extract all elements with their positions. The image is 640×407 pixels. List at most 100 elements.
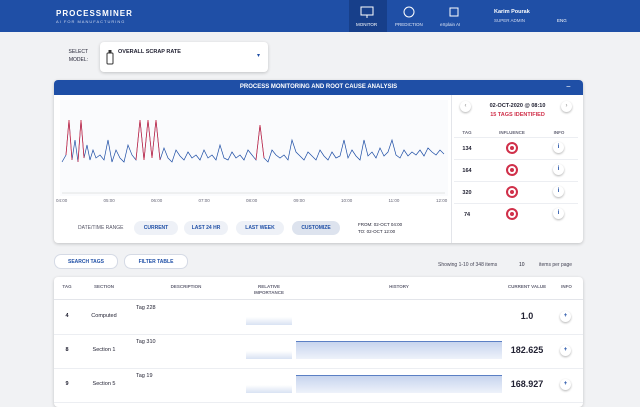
info-button[interactable]: + (560, 311, 571, 322)
row-line (454, 159, 578, 160)
monitor-panel: PROCESS MONITORING AND ROOT CAUSE ANALYS… (54, 80, 583, 243)
column-header: HISTORY (389, 284, 409, 289)
x-tick-label: 06:00 (151, 198, 163, 203)
nav-item[interactable]: PREDICTION (395, 22, 423, 27)
tag-id: 74 (463, 212, 471, 218)
influence-icon (506, 208, 518, 220)
tag-id: 320 (462, 190, 472, 196)
top-bar: PROCESSMINER AI FOR MANUFACTURING MONITO… (0, 0, 640, 32)
nav-icons (360, 6, 374, 18)
row-line (54, 368, 583, 369)
info-button[interactable]: i (553, 164, 564, 175)
x-tick-label: 05:00 (103, 198, 115, 203)
history-spark (296, 341, 502, 359)
table-cell: Tag 19 (136, 373, 153, 379)
info-button[interactable]: i (553, 142, 564, 153)
table-cell: Computed (91, 313, 117, 319)
tags-table: TAG SECTION DESCRIPTION RELATIVE IMPORTANCE… (54, 277, 583, 407)
x-tick-label: 08:00 (246, 198, 258, 203)
collapse[interactable]: − (566, 82, 571, 91)
nav-icons (449, 7, 459, 17)
per-page-label: items per page (539, 262, 573, 268)
showing: Showing 1-10 of 348 items (438, 262, 498, 268)
nav-item[interactable]: MONITOR (356, 22, 378, 27)
current-value: 1.0 (520, 311, 534, 321)
info-button[interactable]: + (560, 345, 571, 356)
prev-button[interactable]: ‹ (460, 101, 471, 112)
select-label: SELECT MODEL: (68, 49, 88, 63)
importance-spark (246, 373, 292, 393)
timestamp: 02-OCT-2020 @ 08:10 (489, 103, 546, 109)
x-tick-label: 09:00 (293, 198, 305, 203)
range-button[interactable]: LAST 24 HR (184, 221, 228, 235)
table-cell: 8 (65, 347, 69, 353)
column-header: INFO (561, 284, 572, 289)
panel-title-bar (54, 80, 583, 95)
table-cell: 9 (65, 381, 69, 387)
logo: PROCESSMINER (56, 9, 133, 18)
row-line (54, 402, 583, 403)
user-name[interactable]: Karim Pourak (494, 9, 530, 15)
column-header: CURRENT VALUE (507, 284, 547, 289)
info-button[interactable]: + (560, 379, 571, 390)
range-button[interactable]: LAST WEEK (236, 221, 284, 235)
user-role: SUPER ADMIN (494, 18, 526, 23)
x-tick-label: 04:00 (56, 198, 68, 203)
current-value: 182.625 (510, 345, 544, 355)
x-tick-label: 07:00 (198, 198, 210, 203)
range-button[interactable]: CUSTOMIZE (292, 221, 340, 235)
x-tick-label: 11:00 (388, 198, 400, 203)
tags-identified: 15 TAGS IDENTIFIED (490, 112, 545, 118)
history-chart (60, 100, 448, 196)
nav-icons (403, 6, 415, 18)
current-value: 168.927 (510, 379, 544, 389)
tagline: AI FOR MANUFACTURING (56, 19, 126, 24)
column-header: DESCRIPTION (170, 284, 202, 289)
x-tick-label: 12:00 (436, 198, 448, 203)
bottle-icon (106, 50, 114, 65)
range-label: DATE/TIME RANGE (78, 225, 124, 231)
language[interactable]: ENG (557, 18, 567, 23)
per-page-select[interactable]: 10 (519, 262, 525, 268)
influence-icon (506, 142, 518, 154)
x-tick-label: 10:00 (341, 198, 353, 203)
model-select[interactable]: OVERALL SCRAP RATE ▾ (100, 42, 268, 72)
column-header: SECTION (93, 284, 114, 289)
column-header: TAG (62, 284, 72, 289)
importance-spark (246, 305, 292, 325)
nav-active (349, 0, 387, 32)
tag-header: INFLUENCE (499, 130, 525, 135)
header-line (54, 299, 583, 300)
table-cell: Tag 310 (136, 339, 156, 345)
info-button[interactable]: i (553, 208, 564, 219)
table-cell: Section 5 (92, 381, 116, 387)
row-line (454, 203, 578, 204)
tag-id: 134 (462, 146, 472, 152)
table-cell: Tag 228 (136, 305, 156, 311)
tag-id: 164 (462, 168, 472, 174)
row-line (454, 181, 578, 182)
info-button[interactable]: i (553, 186, 564, 197)
next-button[interactable]: › (561, 101, 572, 112)
influence-icon (506, 186, 518, 198)
range-to: TO: 02-OCT 12:00 (358, 229, 396, 234)
nav-item[interactable]: eXplain AI (440, 22, 461, 27)
importance-spark (246, 339, 292, 359)
table-cell: Section 1 (92, 347, 116, 353)
influence-icon (506, 164, 518, 176)
tag-header: TAG (462, 130, 472, 135)
row-line (54, 334, 583, 335)
panel-title: PROCESS MONITORING AND ROOT CAUSE ANALYS… (239, 84, 398, 90)
table-cell: 4 (65, 313, 69, 319)
filter-table[interactable]: FILTER TABLE (124, 254, 188, 269)
select-value: OVERALL SCRAP RATE (118, 49, 181, 55)
search-tags[interactable]: SEARCH TAGS (54, 254, 118, 269)
column-header: RELATIVE IMPORTANCE (254, 284, 284, 295)
dropdown-arrow: ▾ (257, 53, 261, 59)
divider (451, 95, 452, 243)
range-button[interactable]: CURRENT (134, 221, 178, 235)
tag-header: INFO (553, 130, 565, 135)
history-spark (296, 375, 502, 393)
row-line (454, 137, 578, 138)
